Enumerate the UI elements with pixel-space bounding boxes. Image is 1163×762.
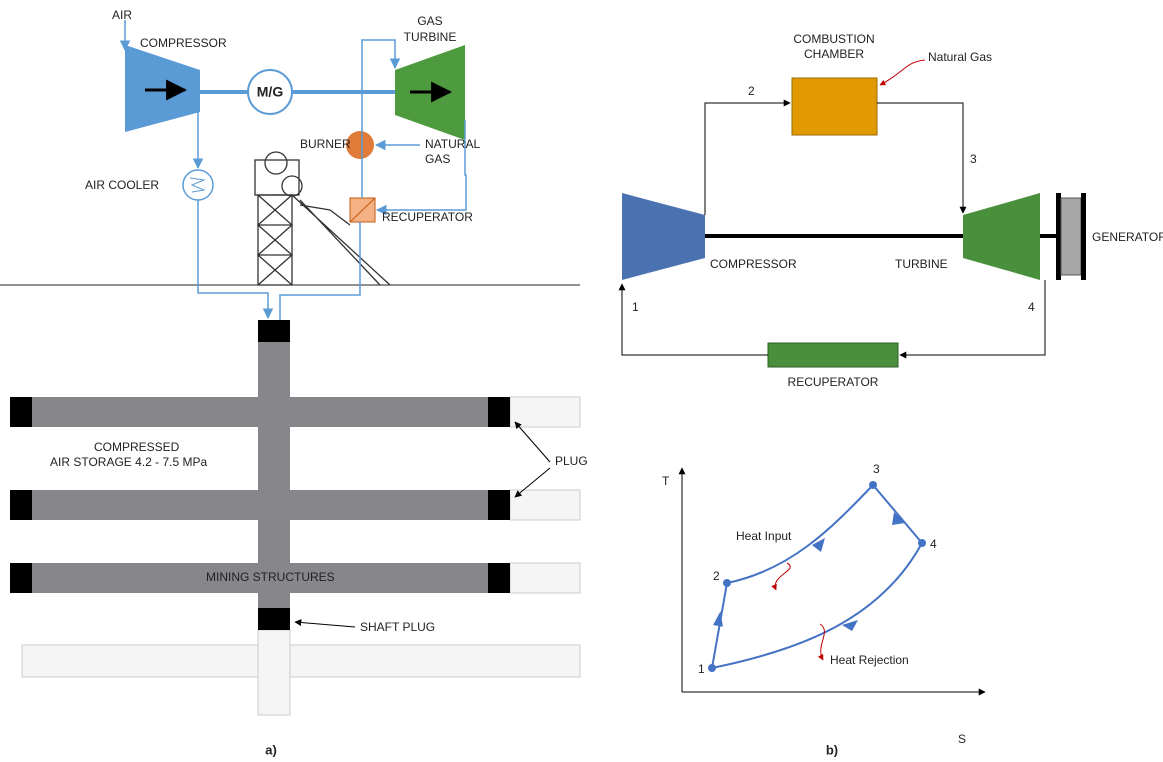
recuperator-line	[349, 197, 376, 223]
label: Heat Rejection	[830, 653, 909, 667]
heat-arrow	[771, 562, 791, 591]
panel-a: AIR COMPRESSOR M/G GAS TURBINE BURNER NA…	[0, 8, 588, 757]
label: COMPRESSED	[94, 440, 180, 454]
state-label: 3	[873, 462, 880, 476]
ts-arrows	[713, 512, 905, 631]
panel-b: COMBUSTION CHAMBER Natural Gas 1 2 3 4 C…	[618, 32, 1163, 757]
headframe	[254, 151, 391, 286]
label: NATURAL	[425, 137, 480, 151]
air-cooler	[182, 169, 214, 201]
heat-arrow	[817, 623, 825, 661]
label: 4	[1028, 300, 1035, 314]
label: BURNER	[300, 137, 351, 151]
state-label: 4	[930, 537, 937, 551]
burner	[346, 131, 374, 159]
label: RECUPERATOR	[382, 210, 473, 224]
piping	[119, 20, 467, 320]
label: CHAMBER	[804, 47, 864, 61]
flow-lines	[618, 99, 1046, 359]
label: 2	[748, 84, 755, 98]
label: TURBINE	[895, 257, 948, 271]
ts-cycle	[711, 484, 923, 669]
ts-axes	[678, 467, 986, 696]
turbine	[963, 193, 1040, 280]
label: PLUG	[555, 454, 588, 468]
label: AIR COOLER	[85, 178, 159, 192]
label: AIR STORAGE 4.2 - 7.5 MPa	[50, 455, 207, 469]
generator	[1060, 197, 1082, 276]
storage-galleries	[10, 320, 510, 610]
label: Natural Gas	[928, 50, 992, 64]
axis-label: T	[662, 474, 670, 488]
label: AIR	[112, 8, 132, 22]
label: SHAFT PLUG	[360, 620, 435, 634]
generator-frame	[1081, 193, 1086, 280]
label: 1	[632, 300, 639, 314]
plugs	[10, 320, 510, 630]
unused-galleries	[21, 396, 581, 716]
combustion-chamber	[791, 77, 878, 136]
pointer-arrows	[294, 421, 551, 628]
label: TURBINE	[404, 30, 457, 44]
compressor	[622, 193, 705, 280]
caption: b)	[826, 742, 838, 757]
label: 3	[970, 152, 977, 166]
recuperator	[767, 342, 899, 368]
caption: a)	[265, 742, 277, 757]
fuel-arrow	[879, 59, 926, 86]
label: M/G	[257, 84, 284, 100]
generator-frame	[1056, 193, 1061, 280]
label: GAS	[417, 14, 442, 28]
state-label: 2	[713, 569, 720, 583]
motor-generator	[247, 69, 293, 115]
label: GENERATOR	[1092, 230, 1163, 244]
label: COMPRESSOR	[140, 36, 227, 50]
label: RECUPERATOR	[788, 375, 879, 389]
label: GAS	[425, 152, 450, 166]
label: COMBUSTION	[793, 32, 874, 46]
axis-label: S	[958, 732, 966, 746]
ts-state-points	[708, 481, 926, 672]
state-label: 1	[698, 662, 705, 676]
cooler-coil	[189, 177, 206, 193]
label: Heat Input	[736, 529, 792, 543]
label: COMPRESSOR	[710, 257, 797, 271]
label: MINING STRUCTURES	[206, 570, 335, 584]
